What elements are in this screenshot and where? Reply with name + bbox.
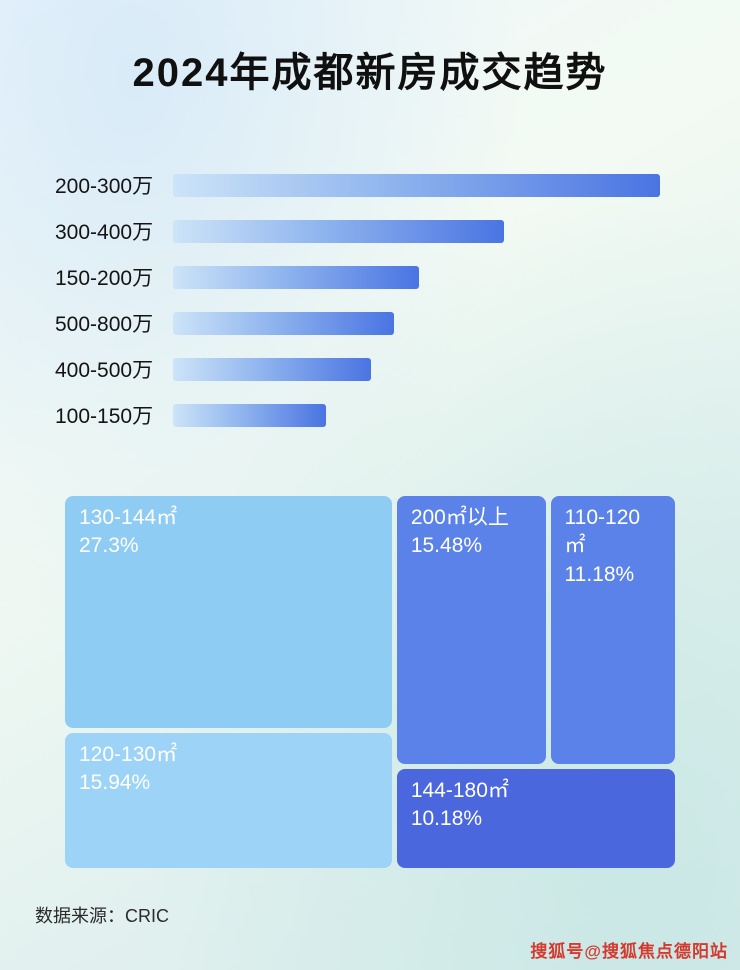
treemap-block-label: 144-180㎡: [410, 778, 509, 802]
bar-category-label: 500-800万: [55, 313, 154, 336]
bar-category-label: 300-400万: [55, 221, 154, 244]
treemap-block: 130-144㎡ 27.3%: [65, 496, 392, 729]
treemap-block-value: 15.94%: [79, 771, 151, 795]
bar-track: [173, 403, 660, 427]
watermark-text: 搜狐号@搜狐焦点德阳站: [530, 942, 728, 961]
bar-track: [173, 219, 660, 243]
bar-row: 400-500万: [0, 346, 740, 392]
bar-track: [173, 311, 660, 335]
bar-fill: [173, 265, 419, 289]
bar-track: [173, 265, 660, 289]
bar-fill: [173, 311, 394, 335]
bar-fill: [173, 173, 660, 197]
data-source-label: 数据来源：CRIC: [35, 906, 169, 926]
page-title: 2024年成都新房成交趋势: [132, 51, 608, 95]
treemap-block-value: 10.18%: [410, 807, 483, 831]
bar-category-label: 150-200万: [55, 267, 154, 290]
area-share-treemap: 130-144㎡ 27.3% 200㎡以上 15.48% 110-120㎡ 11.18% 1…: [65, 496, 675, 868]
treemap-block-label: 130-144㎡: [79, 506, 178, 529]
bar-category-label: 100-150万: [55, 405, 154, 428]
bar-row: 200-300万: [0, 162, 740, 208]
bar-fill: [173, 403, 327, 427]
bar-track: [173, 173, 660, 197]
bar-fill: [173, 219, 505, 243]
bar-category-label: 200-300万: [55, 175, 154, 198]
bar-fill: [173, 357, 371, 381]
bar-row: 500-800万: [0, 300, 740, 346]
treemap-block-label: 120-130㎡: [79, 742, 178, 766]
treemap-block: 120-130㎡ 15.94%: [65, 732, 392, 868]
price-range-bar-chart: 200-300万 300-400万 150-200万 500-800万 400-500万…: [0, 162, 740, 438]
bar-row: 300-400万: [0, 208, 740, 254]
treemap-block-value: 27.3%: [79, 534, 139, 558]
treemap-block-label: 200㎡以上: [410, 506, 509, 529]
bar-category-label: 400-500万: [55, 359, 154, 382]
bar-row: 150-200万: [0, 254, 740, 300]
bar-track: [173, 357, 660, 381]
treemap-block-label: 110-120㎡: [564, 506, 641, 558]
treemap-block-value: 11.18%: [564, 562, 635, 586]
treemap-block-value: 15.48%: [410, 534, 483, 558]
bar-row: 100-150万: [0, 392, 740, 438]
treemap-block: 110-120㎡ 11.18%: [550, 496, 675, 764]
treemap-block: 200㎡以上 15.48%: [396, 496, 546, 764]
treemap-block: 144-180㎡ 10.18%: [396, 768, 675, 868]
